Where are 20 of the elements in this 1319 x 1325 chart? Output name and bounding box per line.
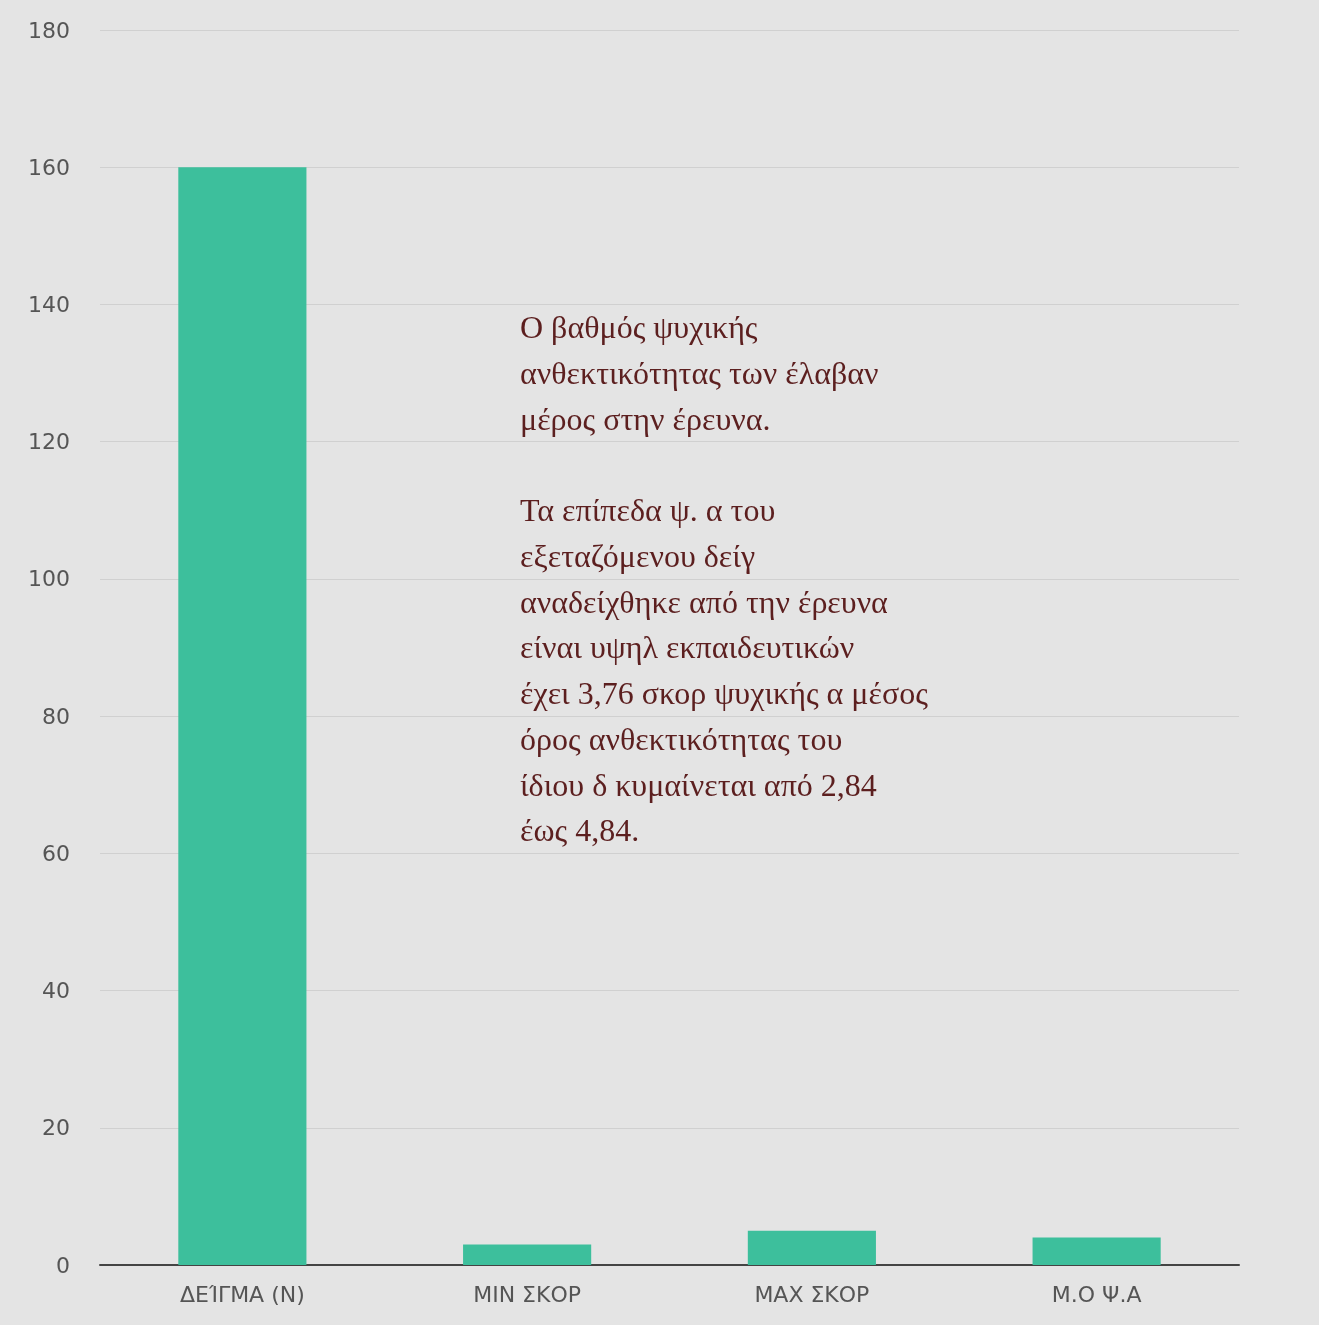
y-tick-label: 120 bbox=[28, 429, 70, 455]
bar bbox=[1032, 1237, 1161, 1265]
x-tick-label: Μ.Ο Ψ.Α bbox=[1051, 1281, 1142, 1307]
y-tick-label: 60 bbox=[42, 840, 70, 866]
y-tick-label: 100 bbox=[28, 566, 70, 592]
bar bbox=[178, 167, 307, 1265]
annotation: Ο βαθμός ψυχικής ανθεκτικότητας των έλαβαν μέρος στην έρευνα. bbox=[520, 309, 887, 437]
y-tick-label: 160 bbox=[28, 154, 70, 180]
x-tick-label: ΔΕΊΓΜΑ (N) bbox=[179, 1281, 305, 1307]
y-tick-label: 140 bbox=[28, 291, 70, 317]
x-tick-label: MIN ΣΚΟΡ bbox=[473, 1281, 582, 1307]
x-tick-label: MAX ΣΚΟΡ bbox=[754, 1281, 870, 1307]
y-tick-label: 80 bbox=[42, 703, 70, 729]
y-tick-label: 180 bbox=[28, 17, 70, 43]
annotation: Τα επίπεδα ψ. α του εξεταζόμενου δείγ αναδείχθηκε από την έρευνα είναι υψηλ εκπαιδευτικών έχει 3,76 σκορ ψυχικής α μέσος όρος ανθεκτικότητας του ίδιου δ κυμαίνεται από 2,84 έως 4,84. bbox=[520, 492, 936, 849]
bar bbox=[463, 1244, 592, 1265]
bar bbox=[747, 1230, 876, 1265]
y-tick-label: 0 bbox=[56, 1252, 70, 1278]
y-tick-label: 20 bbox=[42, 1115, 70, 1141]
y-tick-label: 40 bbox=[42, 978, 70, 1004]
